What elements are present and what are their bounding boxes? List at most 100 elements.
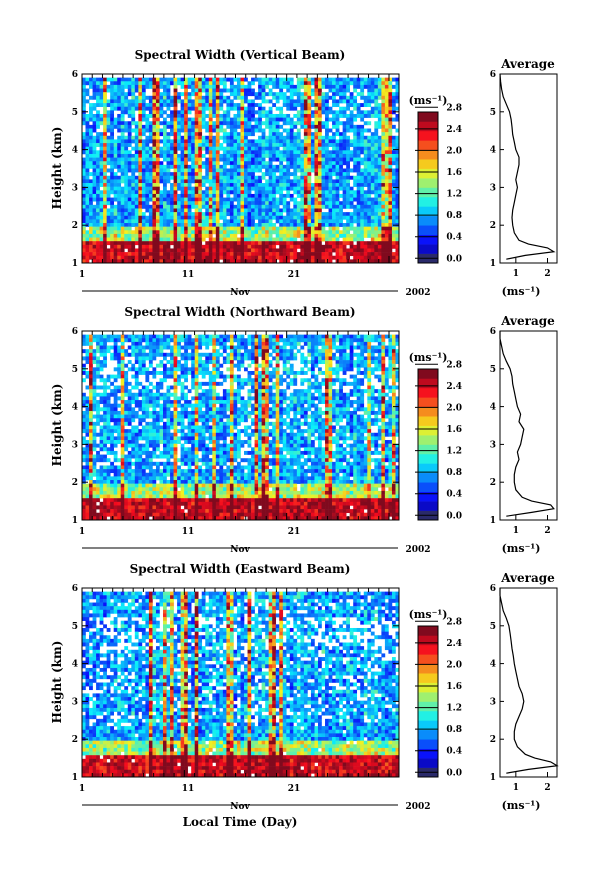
- heatmap-cell: [251, 110, 255, 115]
- heatmap-cell: [367, 99, 372, 104]
- heatmap-cell: [131, 153, 136, 158]
- heatmap-cell: [328, 172, 333, 177]
- heatmap-cell: [106, 490, 111, 495]
- heatmap-cell: [303, 84, 308, 89]
- heatmap-cell: [208, 197, 213, 202]
- heatmap-cell: [342, 121, 347, 126]
- heatmap-cell: [113, 244, 118, 249]
- heatmap-cell: [184, 161, 188, 166]
- heatmap-cell: [293, 259, 298, 264]
- heatmap-cell: [240, 175, 245, 180]
- heatmap-cell: [120, 124, 125, 129]
- heatmap-cell: [184, 153, 188, 158]
- heatmap-cell: [388, 157, 393, 162]
- heatmap-cell: [300, 77, 305, 82]
- heatmap-cell: [247, 215, 252, 220]
- heatmap-cell: [110, 146, 114, 151]
- heatmap-cell: [201, 143, 206, 147]
- heatmap-cell: [180, 84, 185, 89]
- heatmap-cell: [332, 95, 336, 100]
- heatmap-cell: [353, 84, 358, 89]
- heatmap-cell: [349, 77, 354, 82]
- heatmap-cell: [296, 233, 301, 238]
- heatmap-cell: [275, 204, 280, 209]
- heatmap-cell: [268, 161, 273, 166]
- heatmap-cell: [124, 153, 129, 158]
- heatmap-cell: [279, 110, 284, 115]
- heatmap-cell: [360, 204, 365, 209]
- heatmap-cell: [395, 248, 400, 253]
- heatmap-cell: [117, 469, 122, 474]
- heatmap-cell: [346, 230, 350, 235]
- heatmap-cell: [303, 215, 308, 220]
- heatmap-cell: [110, 389, 114, 394]
- heatmap-cell: [251, 197, 255, 202]
- heatmap-cell: [300, 244, 305, 249]
- heatmap-cell: [335, 208, 340, 213]
- heatmap-cell: [89, 490, 93, 495]
- heatmap-cell: [187, 81, 192, 86]
- heatmap-cell: [240, 135, 245, 140]
- heatmap-cell: [212, 259, 217, 264]
- heatmap-cell: [198, 223, 203, 227]
- heatmap-cell: [377, 248, 382, 253]
- heatmap-cell: [258, 81, 262, 86]
- heatmap-cell: [286, 161, 291, 166]
- heatmap-cell: [120, 392, 125, 397]
- heatmap-cell: [258, 183, 262, 187]
- heatmap-cell: [258, 103, 262, 108]
- heatmap-cell: [187, 193, 192, 198]
- heatmap-cell: [363, 81, 368, 86]
- heatmap-cell: [141, 88, 146, 93]
- heatmap-cell: [265, 255, 269, 260]
- heatmap-cell: [342, 248, 347, 253]
- heatmap-cell: [349, 168, 354, 173]
- heatmap-cell: [117, 505, 122, 510]
- heatmap-cell: [92, 117, 97, 122]
- heatmap-cell: [113, 334, 118, 339]
- heatmap-cell: [148, 81, 153, 86]
- heatmap-cell: [332, 124, 336, 129]
- heatmap-cell: [342, 244, 347, 249]
- heatmap-cell: [184, 113, 188, 118]
- heatmap-cell: [205, 161, 210, 166]
- heatmap-cell: [99, 208, 104, 213]
- heatmap-cell: [134, 237, 139, 242]
- heatmap-cell: [261, 132, 266, 137]
- heatmap-cell: [272, 81, 277, 86]
- heatmap-cell: [127, 193, 132, 198]
- heatmap-frame: [81, 73, 400, 264]
- heatmap-cell: [370, 197, 375, 202]
- heatmap-cell: [240, 219, 245, 224]
- heatmap-cell: [279, 193, 284, 198]
- heatmap-cell: [82, 447, 86, 452]
- heatmap-cell: [384, 106, 389, 111]
- heatmap-cell: [141, 77, 146, 82]
- heatmap-cell: [258, 128, 262, 133]
- heatmap-cell: [236, 110, 241, 115]
- heatmap-cell: [272, 146, 277, 151]
- heatmap-cell: [103, 334, 107, 339]
- heatmap-cell: [187, 135, 192, 140]
- heatmap-cell: [177, 219, 181, 224]
- heatmap-cell: [212, 179, 217, 184]
- heatmap-cell: [374, 186, 379, 191]
- heatmap-cell: [99, 132, 104, 137]
- heatmap-cell: [346, 197, 350, 202]
- heatmap-cell: [124, 161, 129, 166]
- heatmap-cell: [208, 164, 213, 169]
- heatmap-cell: [293, 244, 298, 249]
- heatmap-cell: [187, 172, 192, 177]
- heatmap-cell: [194, 139, 199, 144]
- heatmap-cell: [296, 153, 301, 158]
- heatmap-cell: [201, 124, 206, 129]
- heatmap-area: [82, 334, 400, 521]
- heatmap-cell: [155, 179, 160, 184]
- heatmap-cell: [177, 186, 181, 191]
- heatmap-cell: [275, 164, 280, 169]
- x-tick-label: 11: [182, 270, 195, 280]
- heatmap-cell: [346, 255, 350, 260]
- heatmap-cell: [282, 157, 287, 162]
- heatmap-cell: [289, 241, 294, 246]
- heatmap-cell: [110, 356, 114, 361]
